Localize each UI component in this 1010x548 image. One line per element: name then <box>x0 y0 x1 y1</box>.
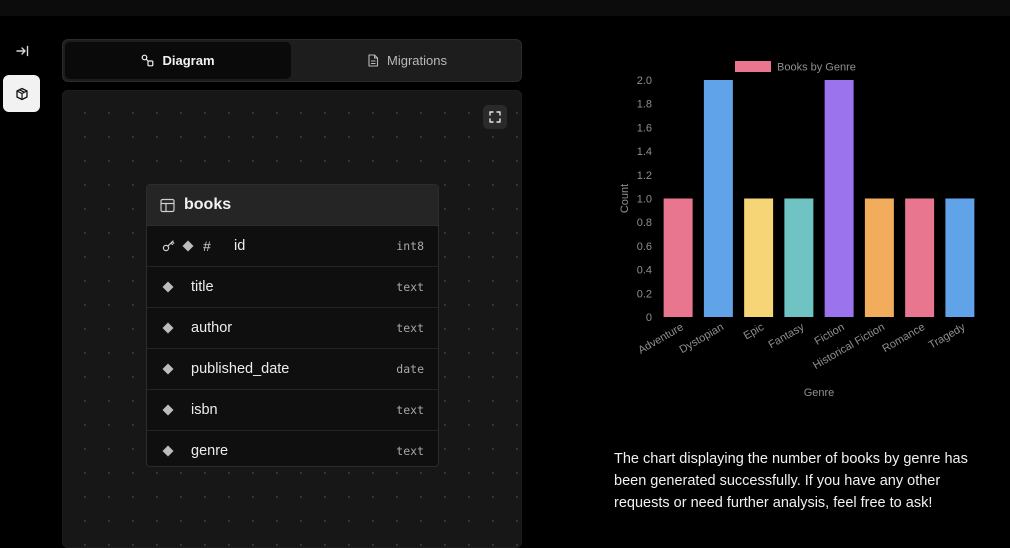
bar <box>703 80 733 317</box>
table-icon <box>160 198 175 212</box>
column-name: published_date <box>191 361 290 377</box>
x-tick-label: Historical Fiction <box>811 321 887 372</box>
column-row-title[interactable]: title text <box>147 267 438 308</box>
diamond-icon <box>182 240 194 252</box>
diamond-icon <box>162 322 174 334</box>
key-icon <box>162 240 175 252</box>
column-name: title <box>191 279 214 295</box>
top-bar <box>0 0 1010 16</box>
identity-hash-icon: # <box>203 238 211 254</box>
column-row-author[interactable]: author text <box>147 308 438 349</box>
bar <box>784 198 814 317</box>
diagram-icon <box>142 54 154 67</box>
column-name: author <box>191 320 233 336</box>
package-icon <box>15 87 28 100</box>
fullscreen-button[interactable] <box>483 105 507 129</box>
tab-migrations-label: Migrations <box>387 53 447 68</box>
column-row-id[interactable]: # id int8 <box>147 226 438 267</box>
column-row-published-date[interactable]: published_date date <box>147 349 438 390</box>
bar <box>905 198 935 317</box>
diamond-icon <box>162 404 174 416</box>
bar <box>744 198 774 317</box>
y-tick-label: 2.0 <box>637 75 652 87</box>
books-by-genre-chart: Books by Genre 0 0.2 0.4 0.6 0.8 1.0 1.2 1.4 1.6 1… <box>619 61 975 399</box>
table-header: books <box>147 185 438 226</box>
column-type: text <box>396 444 424 458</box>
tab-diagram[interactable]: Diagram <box>65 42 291 79</box>
y-tick-label: 0.8 <box>637 217 652 229</box>
x-tick-label: Fantasy <box>766 321 806 351</box>
x-axis-label: Genre <box>804 387 835 399</box>
x-tick-label: Adventure <box>636 321 685 356</box>
column-icons <box>162 363 174 375</box>
y-tick-label: 1.0 <box>637 194 652 206</box>
column-row-isbn[interactable]: isbn text <box>147 390 438 431</box>
column-row-genre[interactable]: genre text <box>147 431 438 466</box>
column-name: genre <box>191 443 229 459</box>
x-tick-label: Romance <box>880 321 927 355</box>
y-tick-label: 0.2 <box>637 288 652 300</box>
bar <box>864 198 894 317</box>
bar <box>945 198 975 317</box>
y-tick-label: 1.6 <box>637 122 652 134</box>
tab-diagram-label: Diagram <box>162 53 215 68</box>
view-tabs: Diagram Migrations <box>62 39 522 82</box>
column-icons <box>162 445 174 457</box>
collapse-sidebar-button[interactable] <box>3 32 40 69</box>
column-type: int8 <box>396 239 424 253</box>
legend-swatch <box>735 61 771 72</box>
column-type: date <box>396 362 424 376</box>
legend-label: Books by Genre <box>777 62 856 74</box>
x-tick-label: Dystopian <box>678 321 726 356</box>
bar <box>824 80 854 317</box>
column-icons <box>162 404 174 416</box>
y-tick-label: 1.8 <box>637 99 652 111</box>
y-tick-label: 0 <box>646 312 652 324</box>
column-type: text <box>396 321 424 335</box>
tab-migrations[interactable]: Migrations <box>294 42 520 79</box>
diamond-icon <box>162 445 174 457</box>
database-button[interactable] <box>3 75 40 112</box>
x-tick-label: Tragedy <box>927 321 968 352</box>
assistant-message: The chart displaying the number of books… <box>614 451 968 511</box>
column-name: isbn <box>191 402 218 418</box>
y-tick-label: 0.4 <box>637 265 652 277</box>
column-name: id <box>234 238 246 254</box>
column-icons: # <box>162 238 211 254</box>
column-type: text <box>396 403 424 417</box>
table-node-books[interactable]: books # id int8 <box>146 184 439 467</box>
y-tick-label: 1.4 <box>637 146 652 158</box>
y-tick-label: 0.6 <box>637 241 652 253</box>
diagram-canvas[interactable]: books # id int8 <box>62 90 522 548</box>
column-type: text <box>396 280 424 294</box>
diamond-icon <box>162 281 174 293</box>
y-axis-label: Count <box>619 184 631 213</box>
x-tick-label: Epic <box>742 321 767 342</box>
side-rail <box>0 16 44 548</box>
file-icon <box>368 54 379 67</box>
column-icons <box>162 281 174 293</box>
collapse-right-icon <box>15 45 28 56</box>
y-tick-label: 1.2 <box>637 170 652 182</box>
diamond-icon <box>162 363 174 375</box>
bar <box>663 198 693 317</box>
expand-icon <box>489 111 501 123</box>
column-icons <box>162 322 174 334</box>
table-name: books <box>184 196 232 213</box>
